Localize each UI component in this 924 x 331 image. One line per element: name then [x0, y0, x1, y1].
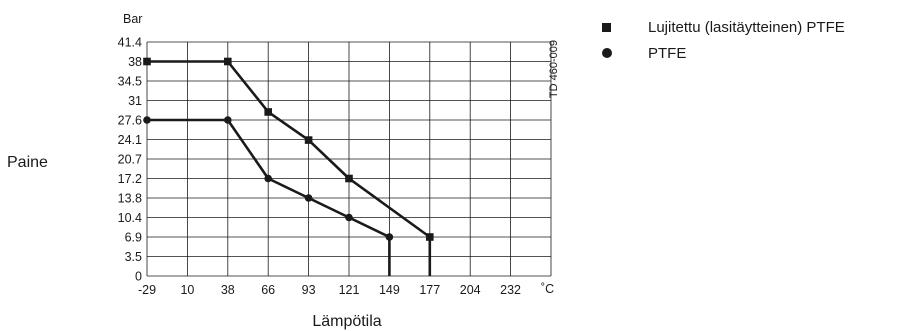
circle-data-point	[385, 233, 394, 241]
circle-data-point	[304, 194, 313, 202]
series-line-1	[147, 60, 432, 276]
x-tick-label: -29	[138, 283, 156, 297]
x-axis-title: Lämpötila	[312, 313, 381, 330]
x-tick-label: 38	[221, 283, 235, 297]
legend-item-ptfe: PTFE	[600, 40, 845, 66]
x-tick-label: 10	[180, 283, 194, 297]
y-tick-label: 41.4	[118, 36, 142, 50]
y-axis-title: Paine	[7, 154, 48, 171]
legend-label: Lujitettu (lasitäytteinen) PTFE	[648, 18, 845, 36]
y-tick-label: 17.2	[118, 172, 142, 186]
y-tick-label: 27.6	[118, 114, 142, 128]
y-tick-label: 31	[128, 94, 142, 108]
x-axis-unit: ˚C	[541, 282, 554, 296]
square-marker-icon	[600, 22, 648, 32]
legend-item-reinforced-ptfe: Lujitettu (lasitäytteinen) PTFE	[600, 14, 845, 40]
y-tick-label: 20.7	[118, 153, 142, 167]
x-tick-label: 149	[379, 283, 400, 297]
circle-data-point	[143, 116, 151, 124]
square-data-point	[143, 57, 151, 66]
chart-legend: Lujitettu (lasitäytteinen) PTFE PTFE	[600, 14, 845, 66]
y-tick-label: 24.1	[118, 133, 142, 147]
x-tick-label: 177	[419, 283, 440, 297]
square-data-point	[304, 136, 313, 144]
y-tick-label: 13.8	[118, 192, 142, 206]
chart-series	[143, 57, 434, 276]
y-tick-label: 34.5	[118, 75, 142, 89]
y-tick-label: 38	[128, 55, 142, 69]
legend-label: PTFE	[648, 44, 687, 62]
drawing-number: TD 460-009	[548, 40, 560, 98]
square-data-point	[345, 174, 353, 183]
x-tick-label: 93	[302, 283, 316, 297]
circle-data-point	[224, 116, 232, 124]
x-tick-label: 66	[261, 283, 275, 297]
circle-marker-icon	[600, 48, 648, 58]
circle-data-point	[345, 213, 353, 222]
circle-data-point	[264, 174, 273, 183]
square-data-point	[264, 108, 272, 116]
square-data-point	[426, 233, 434, 241]
x-tick-label: 121	[339, 283, 360, 297]
square-data-point	[224, 57, 232, 66]
chart-grid	[146, 41, 552, 277]
x-tick-label: 232	[500, 283, 521, 297]
x-axis-ticks: -29 10 38 66 93 121 149 177 204 232	[138, 283, 521, 297]
y-tick-label: 6.9	[125, 231, 142, 245]
y-tick-label: 10.4	[118, 211, 142, 225]
y-tick-label: 0	[135, 270, 142, 284]
y-axis-unit: Bar	[123, 12, 142, 26]
y-axis-ticks: 0 3.5 6.9 10.4 13.8 17.2 20.7 24.1 27.6 31 34.5 38 4…	[118, 36, 142, 284]
x-tick-label: 204	[460, 283, 481, 297]
y-tick-label: 3.5	[125, 250, 142, 264]
